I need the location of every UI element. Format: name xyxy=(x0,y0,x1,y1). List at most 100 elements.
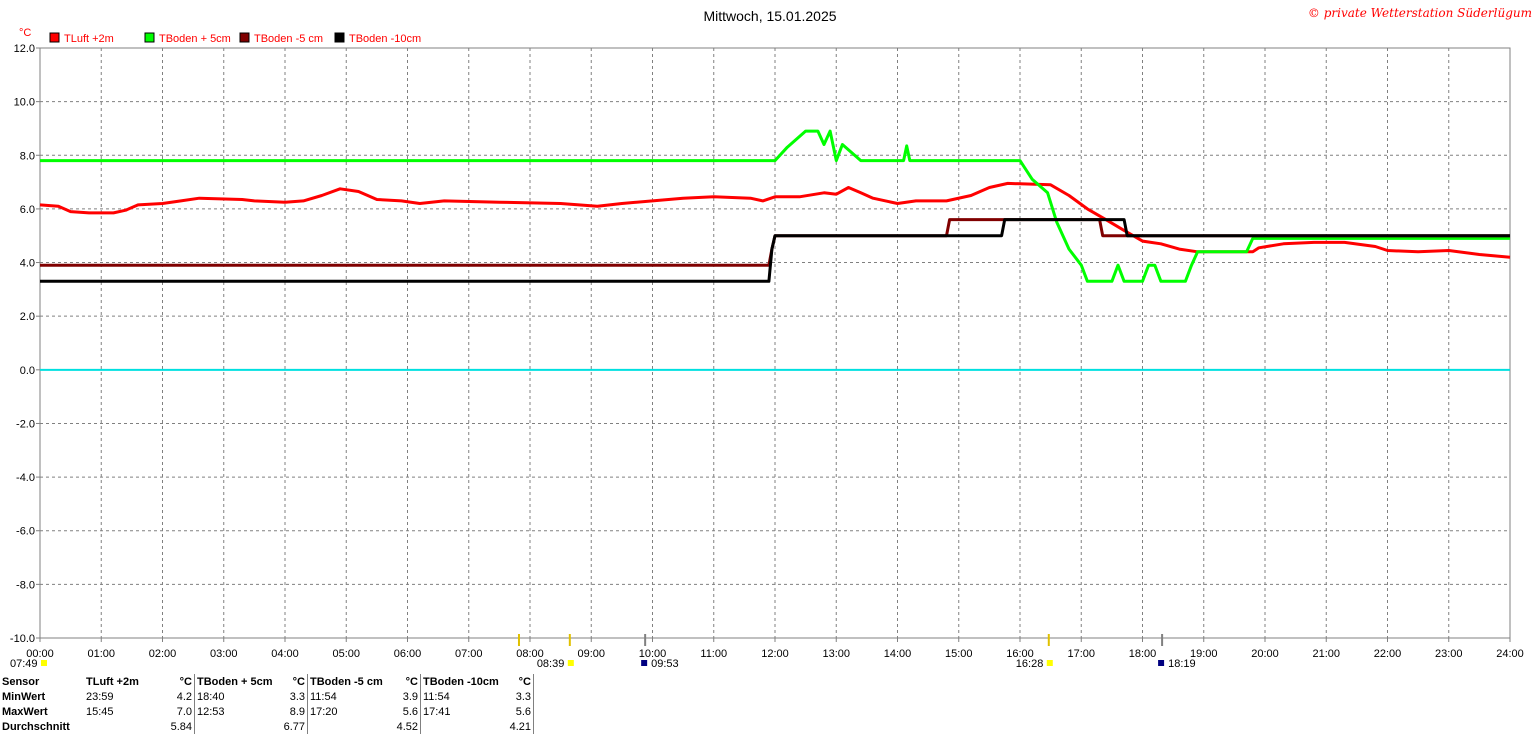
stats-table: Sensor TLuft +2m °C TBoden + 5cm °C TBod… xyxy=(0,674,534,734)
stats-header-sensor: Sensor xyxy=(2,675,40,688)
series-group xyxy=(39,129,1511,371)
stats-row-label: Durchschnitt xyxy=(2,720,70,733)
time-marker-icon xyxy=(1158,660,1165,666)
y-tick-label: -6.0 xyxy=(16,526,35,538)
y-tick-label: 4.0 xyxy=(20,258,35,270)
stats-cell xyxy=(308,719,395,734)
y-tick-label: 2.0 xyxy=(20,311,35,323)
x-tick-label: 09:00 xyxy=(577,648,605,660)
y-tick-label: 0.0 xyxy=(20,365,35,377)
stats-row-label: MaxWert xyxy=(2,705,48,718)
stats-cell: 6.77 xyxy=(281,719,308,734)
time-marker-label: 16:28 xyxy=(1016,658,1044,670)
stats-cell: 4.52 xyxy=(394,719,421,734)
x-tick-label: 14:00 xyxy=(884,648,912,660)
stats-cell: 7.0 xyxy=(168,704,195,719)
legend-swatch xyxy=(144,32,155,43)
stats-header-tboden5: TBoden + 5cm xyxy=(197,675,273,688)
stats-header-unit: °C xyxy=(168,674,195,689)
stats-cell: 23:59 xyxy=(86,690,114,703)
x-tick-label: 22:00 xyxy=(1374,648,1402,660)
stats-cell xyxy=(421,719,508,734)
stats-cell xyxy=(195,719,282,734)
x-tick-label: 15:00 xyxy=(945,648,973,660)
time-marker-label: 08:39 xyxy=(537,658,565,670)
x-tick-label: 00:00 xyxy=(26,648,54,660)
chart-title: Mittwoch, 15.01.2025 xyxy=(703,8,836,24)
grid xyxy=(40,48,1510,638)
stats-cell: 3.3 xyxy=(507,689,534,704)
y-tick-label: -10.0 xyxy=(10,633,35,645)
stats-cell: 17:20 xyxy=(310,705,338,718)
stats-cell: 15:45 xyxy=(86,705,114,718)
y-tick-label: 10.0 xyxy=(14,97,35,109)
temperature-chart: Mittwoch, 15.01.2025 © private Wettersta… xyxy=(10,6,1532,670)
x-tick-label: 05:00 xyxy=(332,648,360,660)
stats-cell: 3.3 xyxy=(281,689,308,704)
y-unit-label: °C xyxy=(19,27,31,39)
x-tick-label: 03:00 xyxy=(210,648,238,660)
series-line-2 xyxy=(40,129,1510,283)
stats-header-unit: °C xyxy=(281,674,308,689)
stats-cell: 18:40 xyxy=(197,690,225,703)
stats-cell: 5.84 xyxy=(168,719,195,734)
y-tick-label: -2.0 xyxy=(16,418,35,430)
x-tick-label: 20:00 xyxy=(1251,648,1279,660)
x-tick-label: 24:00 xyxy=(1496,648,1524,660)
stats-row: Durchschnitt 5.84 6.77 4.52 4.21 xyxy=(0,719,534,734)
stats-header-tbodenm5: TBoden -5 cm xyxy=(310,675,383,688)
stats-header-tbodenm10: TBoden -10cm xyxy=(423,675,499,688)
y-tick-label: 8.0 xyxy=(20,150,35,162)
stats-header-unit: °C xyxy=(507,674,534,689)
x-tick-label: 10:00 xyxy=(639,648,667,660)
time-marker-icon xyxy=(1046,660,1053,666)
legend-swatch xyxy=(49,32,60,43)
stats-cell: 4.21 xyxy=(507,719,534,734)
x-tick-label: 19:00 xyxy=(1190,648,1218,660)
stats-cell: 8.9 xyxy=(281,704,308,719)
y-tick-label: 12.0 xyxy=(14,43,35,55)
x-tick-label: 17:00 xyxy=(1067,648,1095,660)
legend-label: TBoden -5 cm xyxy=(254,33,323,45)
x-tick-label: 13:00 xyxy=(822,648,850,660)
x-tick-label: 08:00 xyxy=(516,648,544,660)
stats-cell: 17:41 xyxy=(423,705,451,718)
time-marker-label: 09:53 xyxy=(651,658,679,670)
stats-cell: 11:54 xyxy=(423,690,450,703)
stats-row: MinWert 23:59 4.2 18:40 3.3 11:54 3.9 11… xyxy=(0,689,534,704)
stats-row-label: MinWert xyxy=(2,690,46,703)
stats-cell: 11:54 xyxy=(310,690,337,703)
x-tick-label: 16:00 xyxy=(1006,648,1034,660)
time-marker-icon xyxy=(41,660,47,666)
legend: TLuft +2m TBoden + 5cm TBoden -5 cm TBoden … xyxy=(49,32,421,45)
stats-cell: 5.6 xyxy=(394,704,421,719)
time-markers: 07:49 08:39 09:53 16:28 18:19 xyxy=(10,634,1196,670)
legend-label: TBoden -10cm xyxy=(349,33,421,45)
axes: 00:00 01:00 02:00 03:00 04:00 05:00 06:00 07:00… xyxy=(10,43,1524,660)
legend-swatch xyxy=(239,32,250,43)
series-line-4 xyxy=(40,218,1510,283)
x-tick-label: 02:00 xyxy=(149,648,177,660)
stats-header-tluft: TLuft +2m xyxy=(86,675,139,688)
stats-header-unit: °C xyxy=(394,674,421,689)
x-tick-label: 06:00 xyxy=(394,648,422,660)
legend-label: TLuft +2m xyxy=(64,33,114,45)
y-tick-label: -4.0 xyxy=(16,472,35,484)
stats-cell: 4.2 xyxy=(168,689,195,704)
x-tick-label: 12:00 xyxy=(761,648,789,660)
x-tick-label: 23:00 xyxy=(1435,648,1463,660)
x-tick-label: 01:00 xyxy=(87,648,115,660)
x-tick-label: 21:00 xyxy=(1312,648,1340,660)
stats-cell: 3.9 xyxy=(394,689,421,704)
stats-header-row: Sensor TLuft +2m °C TBoden + 5cm °C TBod… xyxy=(0,674,534,689)
time-marker-icon xyxy=(567,660,574,666)
copyright-label: © private Wetterstation Süderlügum xyxy=(1308,6,1532,20)
x-tick-label: 07:00 xyxy=(455,648,483,660)
time-marker-label: 18:19 xyxy=(1168,658,1196,670)
stats-cell: 12:53 xyxy=(197,705,225,718)
y-tick-label: 6.0 xyxy=(20,204,35,216)
y-tick-label: -8.0 xyxy=(16,579,35,591)
stats-row: MaxWert 15:45 7.0 12:53 8.9 17:20 5.6 17… xyxy=(0,704,534,719)
time-marker-label: 07:49 xyxy=(10,658,38,670)
x-tick-label: 18:00 xyxy=(1129,648,1157,660)
